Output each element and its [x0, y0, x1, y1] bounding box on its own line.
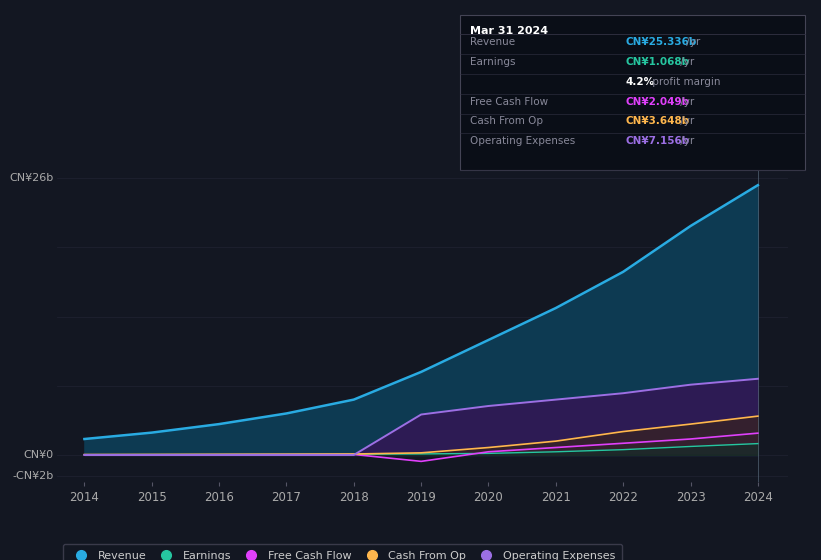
Text: CN¥2.049b: CN¥2.049b — [626, 96, 690, 106]
Text: /yr: /yr — [677, 57, 695, 67]
Text: CN¥25.336b: CN¥25.336b — [626, 38, 697, 47]
Text: CN¥7.156b: CN¥7.156b — [626, 136, 690, 146]
Text: CN¥3.648b: CN¥3.648b — [626, 116, 690, 127]
Text: Operating Expenses: Operating Expenses — [470, 136, 575, 146]
Text: /yr: /yr — [683, 38, 700, 47]
Text: Cash From Op: Cash From Op — [470, 116, 543, 127]
Text: CN¥0: CN¥0 — [24, 450, 54, 460]
Text: 4.2%: 4.2% — [626, 77, 654, 87]
Text: Earnings: Earnings — [470, 57, 516, 67]
Text: Revenue: Revenue — [470, 38, 515, 47]
Text: CN¥1.068b: CN¥1.068b — [626, 57, 690, 67]
Text: -CN¥2b: -CN¥2b — [12, 472, 54, 481]
Text: Free Cash Flow: Free Cash Flow — [470, 96, 548, 106]
Text: /yr: /yr — [677, 136, 695, 146]
Text: Mar 31 2024: Mar 31 2024 — [470, 26, 548, 36]
Text: CN¥26b: CN¥26b — [10, 173, 54, 183]
Legend: Revenue, Earnings, Free Cash Flow, Cash From Op, Operating Expenses: Revenue, Earnings, Free Cash Flow, Cash … — [63, 544, 622, 560]
Text: /yr: /yr — [677, 116, 695, 127]
Text: /yr: /yr — [677, 96, 695, 106]
Text: profit margin: profit margin — [649, 77, 720, 87]
